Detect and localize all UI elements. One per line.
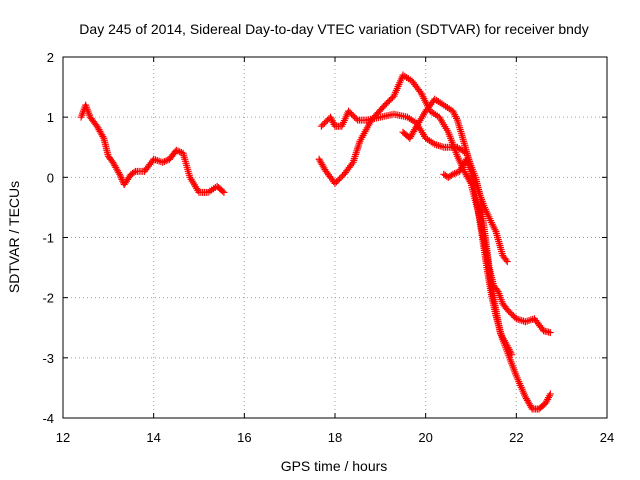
data-point-marker xyxy=(509,312,517,320)
data-point-marker xyxy=(337,173,345,181)
y-tick-label: 0 xyxy=(47,170,54,185)
data-point-marker xyxy=(351,113,359,121)
data-point-marker xyxy=(336,175,344,183)
data-point-marker xyxy=(506,309,514,317)
data-point-marker xyxy=(117,174,125,182)
data-point-marker xyxy=(505,307,513,315)
data-point-marker xyxy=(176,148,184,156)
data-point-marker xyxy=(130,168,138,176)
data-point-marker xyxy=(162,157,170,165)
data-point-marker xyxy=(546,329,554,337)
y-tick-label: 1 xyxy=(47,110,54,125)
x-tick-label: 20 xyxy=(418,430,432,445)
x-axis-label: GPS time / hours xyxy=(281,458,388,474)
data-point-marker xyxy=(349,112,357,120)
data-point-marker xyxy=(352,115,360,123)
data-point-marker xyxy=(385,97,393,105)
data-point-marker xyxy=(319,121,327,129)
x-tick-label: 18 xyxy=(328,430,342,445)
data-point-marker xyxy=(99,133,107,141)
data-point-marker xyxy=(320,119,328,127)
data-point-marker xyxy=(502,256,510,264)
data-point-marker xyxy=(220,188,228,196)
y-tick-label: -4 xyxy=(42,411,54,426)
data-point-marker xyxy=(174,147,182,155)
y-tick-label: 2 xyxy=(47,50,54,65)
data-point-marker xyxy=(333,178,341,186)
data-point-marker xyxy=(115,169,123,177)
data-point-marker xyxy=(449,170,457,178)
y-tick-label: -3 xyxy=(42,351,54,366)
x-tick-label: 16 xyxy=(237,430,251,445)
data-point-marker xyxy=(334,176,342,184)
x-tick-label: 14 xyxy=(146,430,160,445)
data-point-marker xyxy=(503,258,511,266)
data-point-marker xyxy=(546,390,554,398)
data-point-marker xyxy=(348,160,356,168)
x-tick-label: 12 xyxy=(56,430,70,445)
data-point-marker xyxy=(317,122,325,130)
data-point-marker xyxy=(345,107,353,115)
data-point-marker xyxy=(159,158,167,166)
y-tick-label: -2 xyxy=(42,291,54,306)
data-point-marker xyxy=(172,146,180,154)
data-point-marker xyxy=(323,116,331,124)
data-point-marker xyxy=(387,95,395,103)
data-point-marker xyxy=(384,98,392,106)
data-point-marker xyxy=(160,158,168,166)
data-point-marker xyxy=(508,310,516,318)
series-track-5 xyxy=(440,155,511,266)
data-point-marker xyxy=(451,170,459,178)
x-tick-label: 22 xyxy=(509,430,523,445)
data-point-marker xyxy=(381,101,389,109)
data-point-marker xyxy=(452,169,460,177)
data-point-marker xyxy=(346,109,354,117)
y-axis-label: SDTVAR / TECUs xyxy=(6,181,22,293)
data-point-marker xyxy=(416,87,424,95)
data-point-marker xyxy=(348,110,356,118)
series-track-1 xyxy=(77,101,228,196)
data-point-marker xyxy=(116,172,124,180)
data-point-marker xyxy=(331,179,339,187)
data-markers xyxy=(77,71,554,413)
data-point-marker xyxy=(219,187,227,195)
data-point-marker xyxy=(412,124,420,132)
plot-frame xyxy=(62,56,608,419)
data-point-marker xyxy=(322,118,330,126)
data-point-marker xyxy=(503,306,511,314)
series-track-4 xyxy=(399,95,554,413)
data-point-marker xyxy=(116,170,124,178)
chart-title: Day 245 of 2014, Sidereal Day-to-day VTE… xyxy=(79,21,588,37)
y-tick-label: -1 xyxy=(42,231,54,246)
data-point-marker xyxy=(382,100,390,108)
x-tick-label: 24 xyxy=(600,430,614,445)
